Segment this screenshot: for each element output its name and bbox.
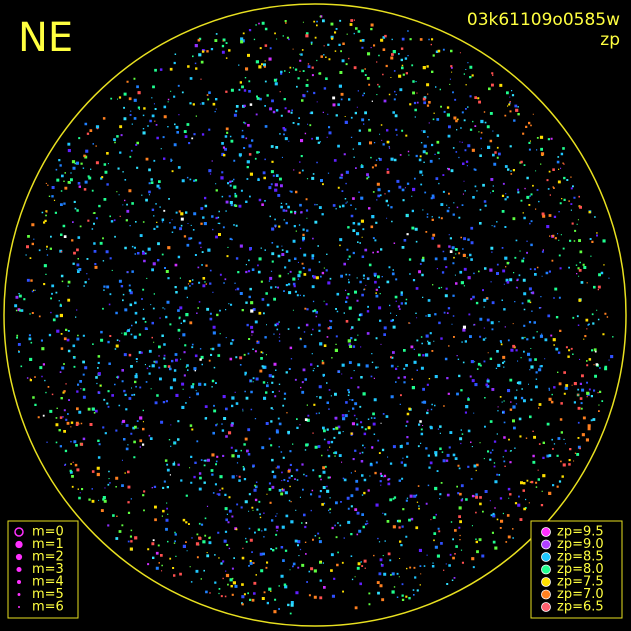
horizon-circle xyxy=(3,3,627,627)
legend-label: zp=6.5 xyxy=(557,600,604,615)
legend-label: zp=8.0 xyxy=(557,562,604,577)
legend-symbol xyxy=(18,606,20,608)
legend-symbol xyxy=(14,527,24,537)
legend-symbol xyxy=(15,540,23,549)
legend-symbol xyxy=(17,593,21,596)
legend-symbol xyxy=(541,539,551,550)
direction-label: NE xyxy=(18,15,73,61)
legend-label: zp=9.5 xyxy=(557,525,604,540)
legend-label: m=3 xyxy=(32,562,64,577)
legend-label: m=2 xyxy=(32,550,64,565)
magnitude-legend: m=0m=1m=2m=3m=4m=5m=6 xyxy=(14,525,64,615)
legend-label: zp=7.0 xyxy=(557,587,604,602)
legend-label: m=4 xyxy=(32,575,64,590)
legend-symbol xyxy=(541,589,551,600)
legend-symbol xyxy=(541,564,551,575)
legend-label: zp=9.0 xyxy=(557,537,604,552)
zp-legend: zp=9.5zp=9.0zp=8.5zp=8.0zp=7.5zp=7.0zp=6… xyxy=(541,525,604,615)
legend-label: m=1 xyxy=(32,537,64,552)
legend-symbol xyxy=(541,552,551,562)
frame-id: 03k61109o0585w xyxy=(467,10,620,30)
legend-symbol xyxy=(16,566,22,573)
legend-symbol xyxy=(541,602,551,612)
legend-symbol xyxy=(15,553,23,561)
legend-label: m=6 xyxy=(32,600,64,615)
legend-label: zp=7.5 xyxy=(557,575,604,590)
legend-symbol xyxy=(541,527,551,537)
legend-label: zp=8.5 xyxy=(557,550,604,565)
legend-label: m=5 xyxy=(32,587,64,602)
mode-label: zp xyxy=(600,30,620,50)
legend-symbol xyxy=(17,580,21,584)
legend-symbol xyxy=(541,577,551,587)
legend-label: m=0 xyxy=(32,525,64,540)
